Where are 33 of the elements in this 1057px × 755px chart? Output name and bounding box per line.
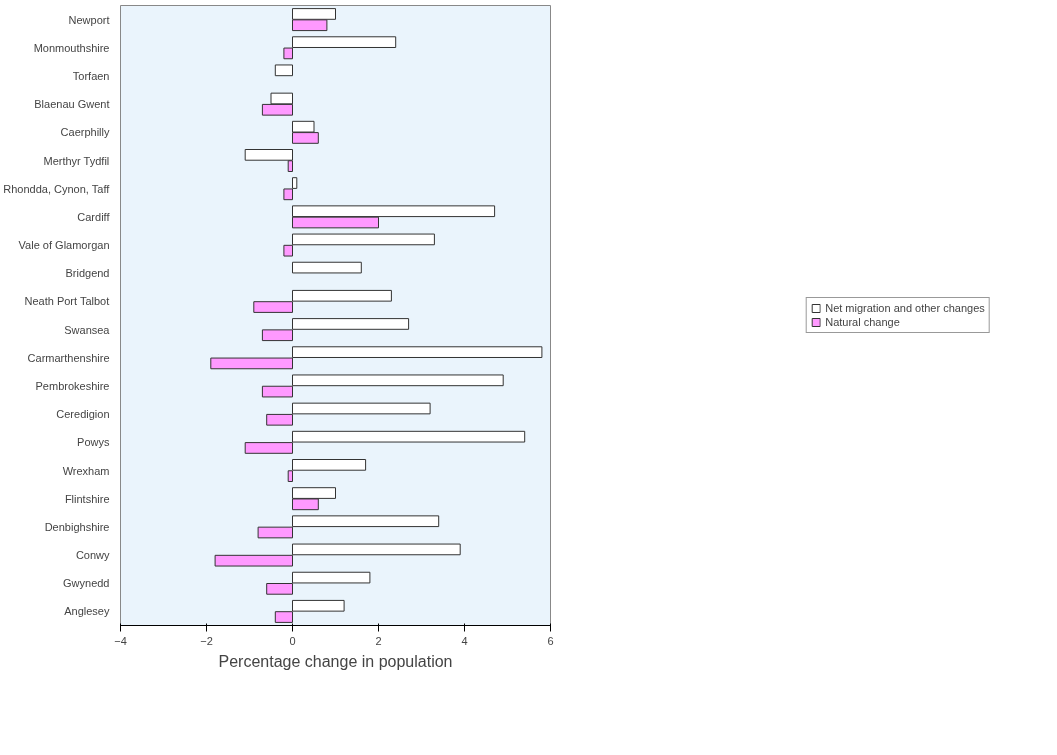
x-tick-label: 2 [375, 634, 382, 647]
y-tick-label: Bridgend [65, 267, 110, 280]
y-tick-label: Powys [77, 436, 110, 449]
y-tick-label: Swansea [64, 323, 111, 336]
x-tick-label: 0 [289, 634, 296, 647]
y-tick-label: Monmouthshire [33, 41, 110, 54]
y-tick-label: Pembrokeshire [35, 379, 110, 392]
y-tick-label: Gwynedd [63, 577, 110, 590]
y-tick-label: Denbighshire [44, 520, 110, 533]
y-tick-label: Newport [68, 13, 110, 26]
x-tick-label: 4 [461, 634, 468, 647]
legend-label: Natural change [825, 316, 900, 328]
y-tick-label: Ceredigion [56, 408, 110, 421]
x-tick-label: −2 [200, 634, 213, 647]
y-tick-label: Blaenau Gwent [34, 98, 110, 111]
y-tick-label: Caerphilly [60, 126, 110, 139]
bar [274, 64, 293, 77]
x-tick-label: −4 [114, 634, 127, 647]
y-tick-label: Merthyr Tydfil [43, 154, 110, 167]
x-tick-label: 6 [547, 634, 554, 647]
y-tick-label: Rhondda, Cynon, Taff [3, 182, 111, 195]
y-tick-label: Flintshire [64, 492, 110, 505]
y-tick-label: Neath Port Talbot [24, 295, 110, 308]
y-tick-label: Torfaen [72, 69, 110, 82]
x-axis-title: Percentage change in population [218, 652, 453, 670]
y-tick-label: Carmarthenshire [27, 351, 110, 364]
bar [292, 261, 362, 274]
y-tick-label: Conwy [75, 549, 110, 562]
y-tick-label: Anglesey [64, 605, 110, 618]
y-tick-label: Vale of Glamorgan [18, 239, 110, 252]
legend-label: Net migration and other changes [825, 302, 985, 314]
y-tick-label: Cardiff [77, 210, 111, 223]
y-tick-label: Wrexham [62, 464, 110, 477]
